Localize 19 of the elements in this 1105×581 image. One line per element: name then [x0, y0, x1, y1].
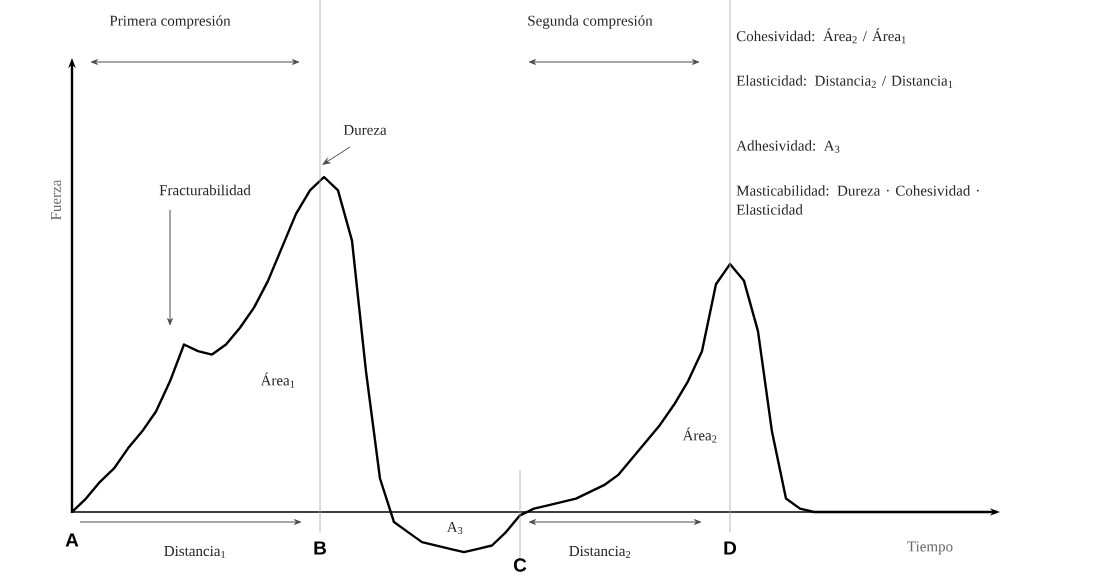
annotation: A$_{3}$ [446, 521, 463, 535]
text: Cohesividad: Área$_{2}$ / Área$_{1}$ [736, 28, 906, 44]
text: Primera compresión [109, 15, 231, 29]
annotation: Distancia$_{2}$ [569, 545, 631, 559]
text: Segunda compresión [528, 15, 653, 29]
annotation: B [314, 541, 326, 555]
text: Dureza [343, 125, 387, 135]
annotation: A [65, 533, 79, 547]
y-axis-title: Fuerza [51, 179, 61, 220]
text: C [513, 558, 527, 572]
annotation: D [724, 541, 737, 555]
annotation: Masticabilidad: Dureza · Cohesividad · Elasticidad [736, 185, 979, 215]
annotation: Fracturabilidad [159, 184, 251, 196]
annotation: Distancia$_{1}$ [164, 545, 226, 559]
x-axis-title: Tiempo [907, 541, 953, 555]
text: Elasticidad: Distancia$_{2}$ / Distancia$_{1}$ [736, 75, 953, 88]
text: Adhesividad: A$_{3}$ [736, 140, 840, 153]
annotation: Área$_{1}$ [260, 372, 295, 388]
annotation: Área$_{2}$ [682, 427, 717, 443]
